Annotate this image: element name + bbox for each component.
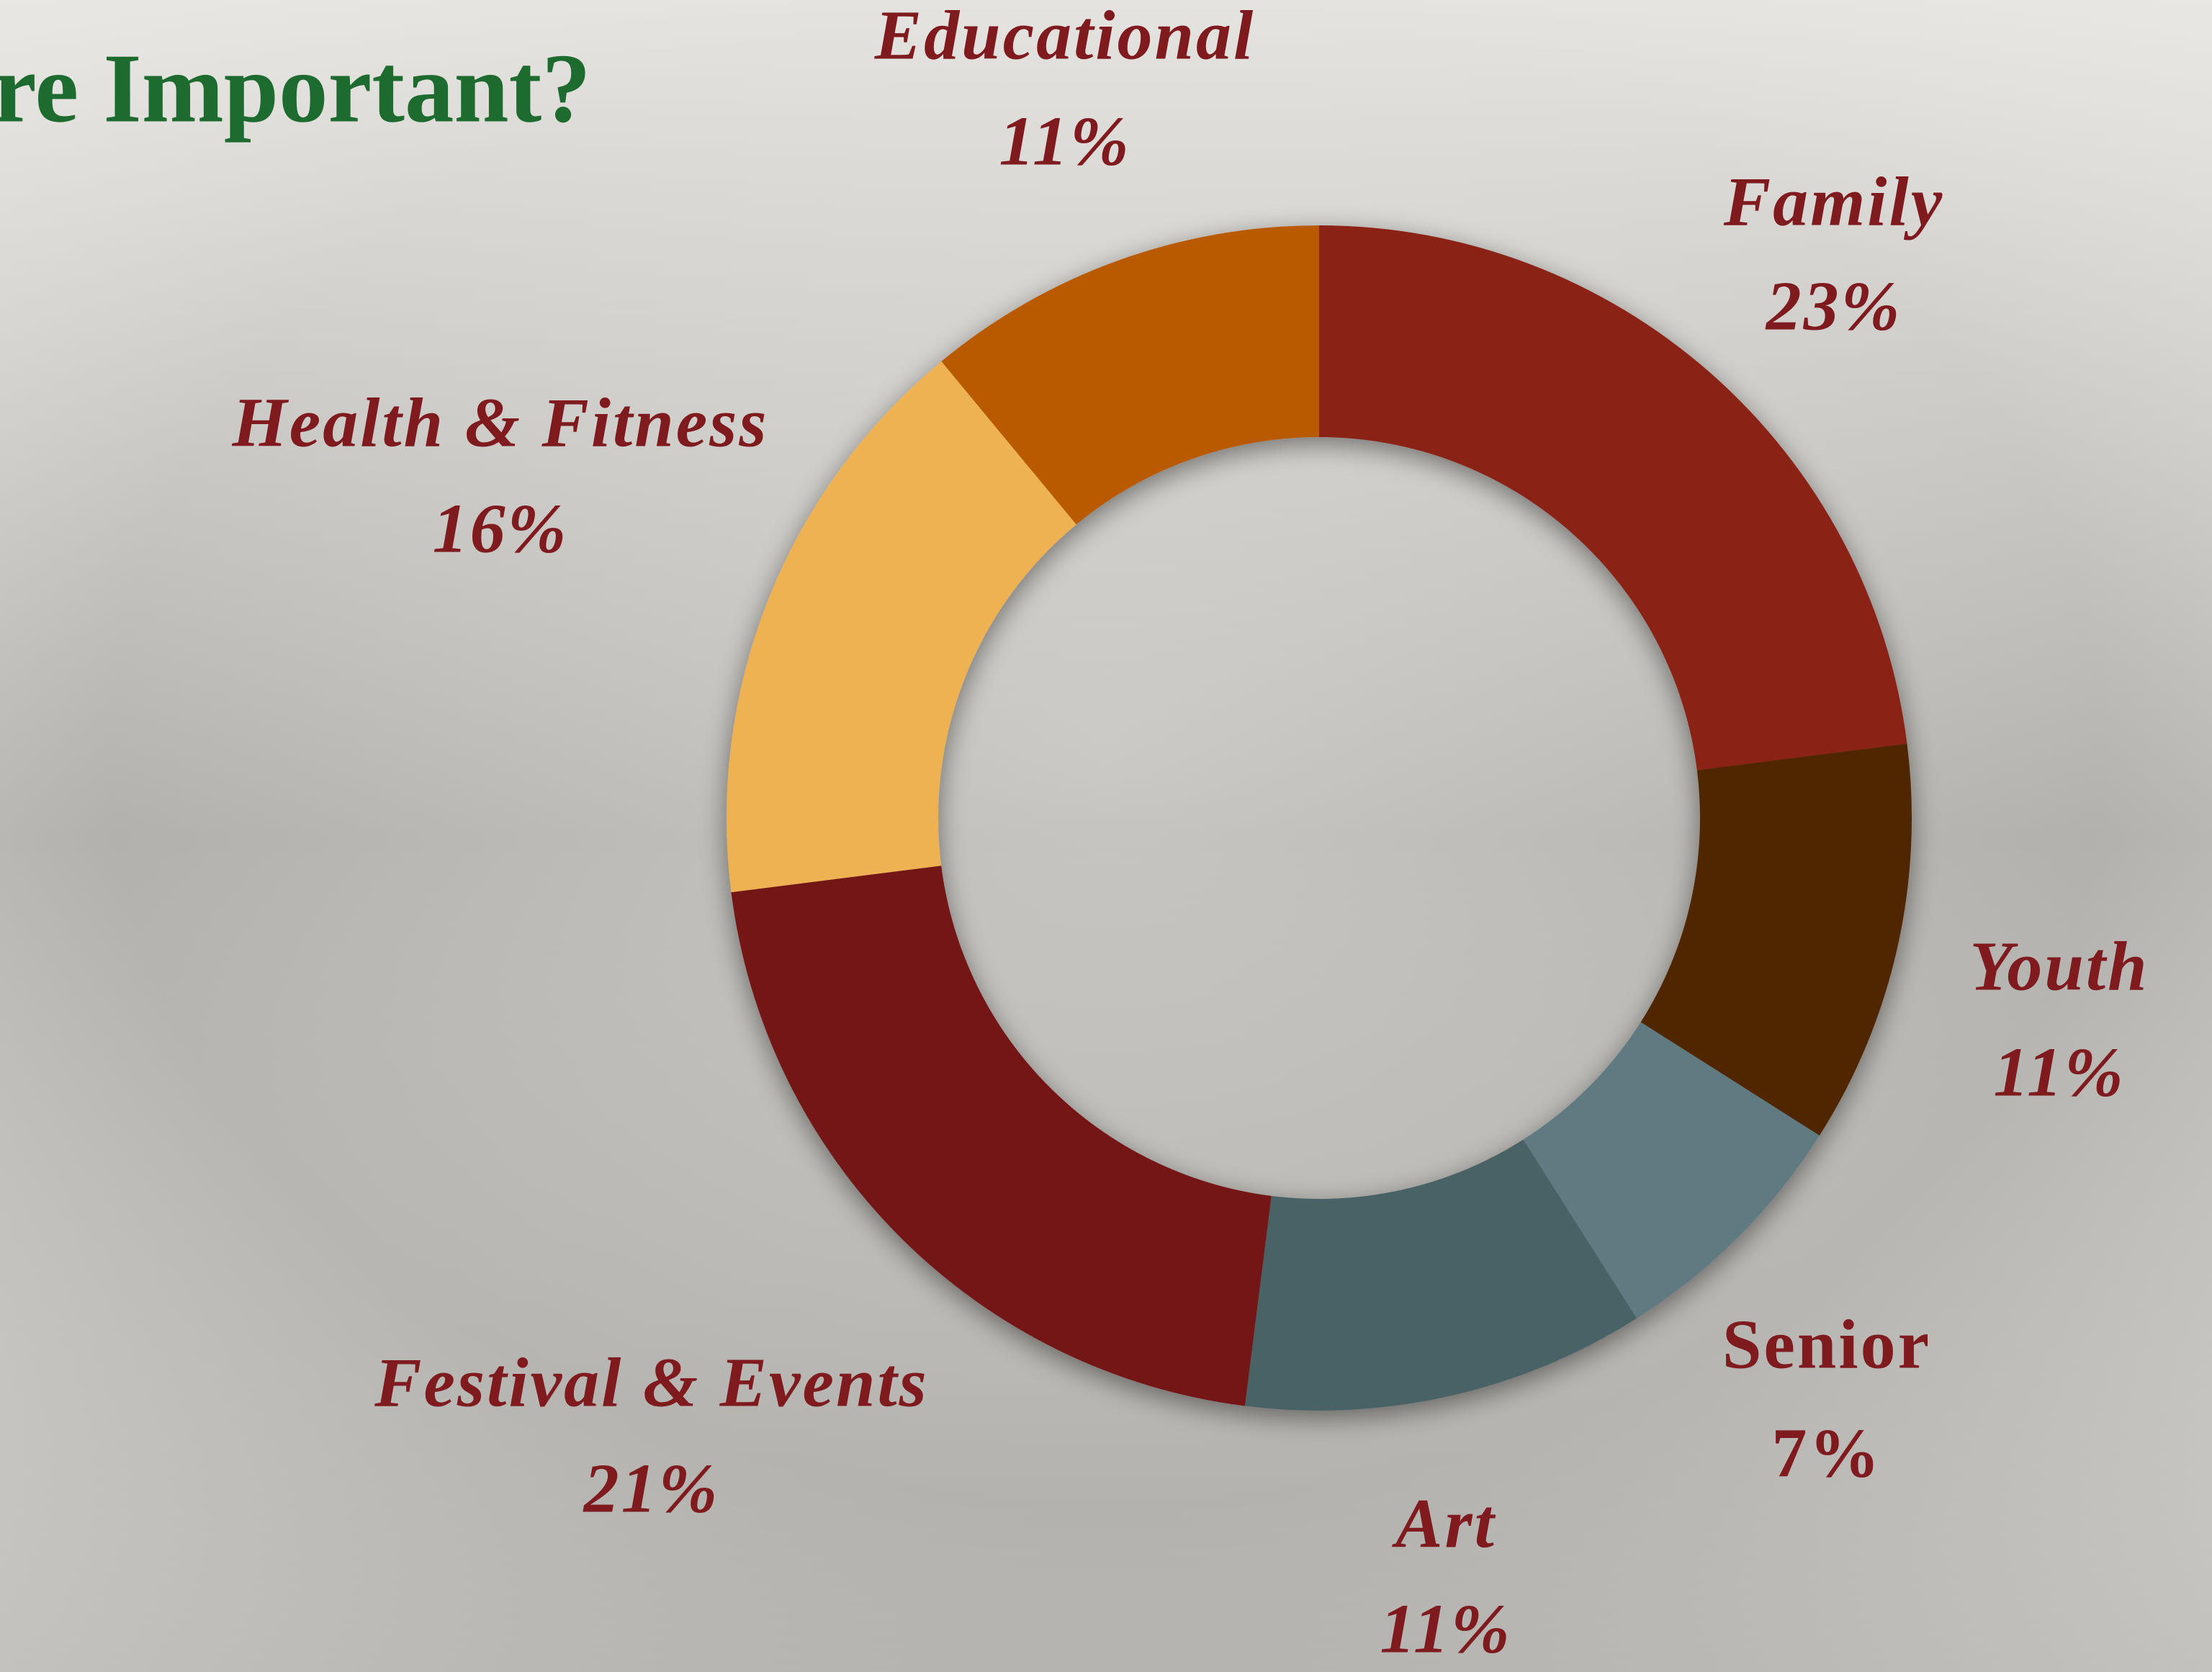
segment-label: Senior (1722, 1305, 1931, 1383)
segment-value-label: 7% (1772, 1414, 1882, 1492)
segment-label: Educational (874, 0, 1256, 74)
donut-segment (941, 225, 1319, 525)
chart-title: re Important? (0, 33, 591, 143)
segment-value-label: 11% (999, 102, 1130, 180)
segment-label: Art (1391, 1485, 1496, 1563)
segment-label: Youth (1969, 927, 2149, 1005)
donut-segment (1319, 225, 1907, 770)
donut-segment (727, 361, 1076, 893)
segment-value-label: 21% (583, 1449, 720, 1527)
segment-label: Family (1723, 163, 1945, 241)
segment-value-label: 16% (433, 490, 569, 567)
segment-value-label: 11% (1380, 1590, 1511, 1668)
donut (727, 225, 1912, 1411)
segment-label: Festival & Events (374, 1344, 929, 1421)
donut-segment (1244, 1139, 1637, 1411)
donut-segment (1640, 743, 1912, 1136)
segment-label: Health & Fitness (231, 384, 768, 462)
segment-value-label: 11% (1993, 1033, 2125, 1111)
segment-value-label: 23% (1765, 267, 1902, 345)
donut-segment (731, 866, 1272, 1406)
donut-segment (1523, 1022, 1820, 1318)
